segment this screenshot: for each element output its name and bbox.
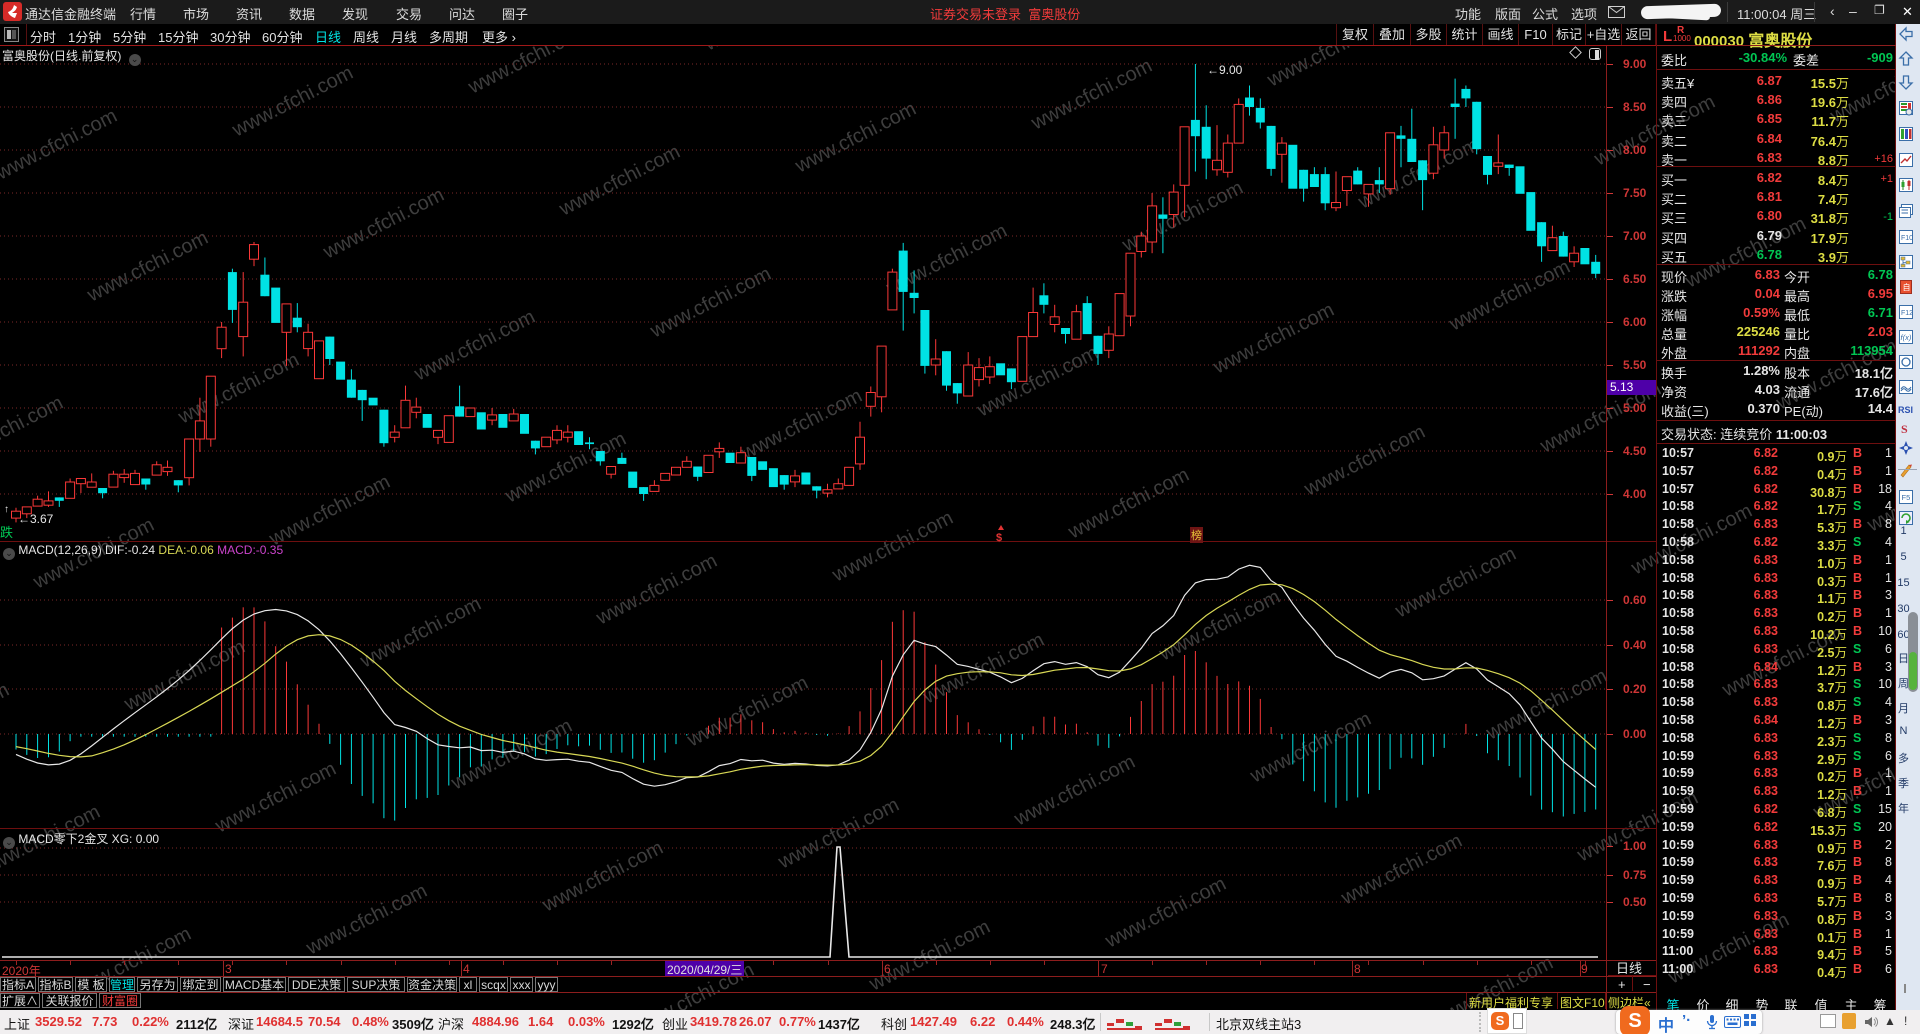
svg-text:S: S — [1901, 422, 1908, 436]
svg-text:f(x): f(x) — [1901, 333, 1912, 342]
svg-text:RSI: RSI — [1898, 405, 1913, 415]
svg-text:F5: F5 — [1902, 493, 1911, 502]
svg-text:F10: F10 — [1901, 235, 1913, 242]
svg-text:自: 自 — [1903, 282, 1911, 292]
svg-text:F12: F12 — [1901, 310, 1913, 317]
